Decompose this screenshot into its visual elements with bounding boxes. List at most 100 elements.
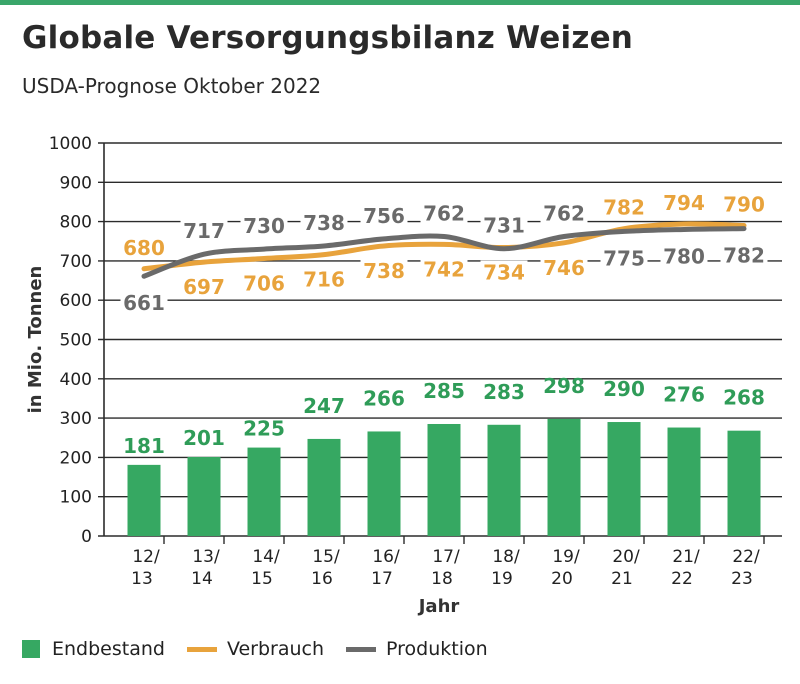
x-tick-label: 13	[131, 569, 153, 589]
verbrauch-value-label: 734	[483, 261, 525, 285]
legend-label-verbrauch: Verbrauch	[226, 638, 325, 660]
produktion-value-label: 782	[723, 244, 765, 268]
verbrauch-value-label-bg	[420, 257, 468, 282]
x-tick-label: 22/	[732, 547, 760, 567]
x-tick-label: 20/	[612, 547, 640, 567]
produktion-value-label: 775	[603, 246, 645, 270]
y-tick-label: 700	[60, 252, 92, 272]
x-tick-label: 23	[731, 569, 753, 589]
produktion-value-label: 762	[543, 202, 585, 226]
x-tick-label: 21	[611, 569, 633, 589]
bar-endbestand	[727, 430, 761, 536]
produktion-value-label: 731	[483, 214, 525, 238]
x-tick-label: 15/	[312, 547, 340, 567]
produktion-value-label-bg	[600, 246, 648, 271]
verbrauch-value-label-bg	[180, 275, 228, 300]
bar-value-label: 285	[423, 379, 465, 403]
verbrauch-value-label: 746	[543, 256, 585, 280]
legend-item-verbrauch: Verbrauch	[186, 638, 325, 660]
x-tick-label: 20	[551, 569, 573, 589]
produktion-value-label-bg	[180, 219, 228, 244]
produktion-value-label: 717	[183, 219, 225, 243]
y-tick-label: 900	[60, 173, 92, 193]
verbrauch-value-label-bg	[360, 258, 408, 283]
y-tick-label: 100	[60, 488, 92, 508]
bar-value-label: 225	[243, 417, 285, 441]
legend-swatch-produktion	[346, 646, 377, 652]
y-tick-label: 500	[60, 331, 92, 351]
bar-value-label: 201	[183, 426, 225, 450]
x-tick-label: 14	[191, 569, 213, 589]
produktion-value-label-bg	[540, 201, 588, 226]
bar-endbestand	[187, 457, 221, 536]
y-tick-label: 600	[60, 291, 92, 311]
produktion-value-label: 780	[663, 244, 705, 268]
chart-title: Globale Versorgungsbilanz Weizen	[22, 20, 634, 56]
y-tick-label: 0	[81, 527, 92, 547]
produktion-value-label-bg	[300, 210, 348, 235]
bar-endbestand	[667, 427, 701, 536]
verbrauch-value-label: 742	[423, 257, 465, 281]
verbrauch-value-label-bg	[480, 260, 528, 285]
produktion-value-label-bg	[720, 243, 768, 268]
x-axis-label: Jahr	[417, 596, 460, 617]
bar-value-label: 283	[483, 380, 525, 404]
bar-value-label: 266	[363, 386, 405, 410]
x-tick-label: 18	[431, 569, 453, 589]
x-tick-label: 12/	[132, 547, 160, 567]
chart-area: 0 100 200 300 400 500 600 700 800 900 1000 in Mio. …	[25, 134, 782, 617]
bar-endbestand	[247, 447, 281, 536]
produktion-value-label: 738	[303, 211, 345, 235]
bar-endbestand	[487, 424, 521, 536]
y-tick-label: 800	[60, 213, 92, 233]
verbrauch-value-label-bg	[720, 192, 768, 217]
bar-value-label: 276	[663, 383, 705, 407]
x-tick-label: 19/	[552, 547, 580, 567]
x-tick-label: 13/	[192, 547, 220, 567]
bar-value-label: 247	[303, 394, 345, 418]
bar-endbestand	[127, 464, 161, 536]
x-tick-label: 21/	[672, 547, 700, 567]
chart-subtitle: USDA-Prognose Oktober 2022	[22, 74, 322, 98]
verbrauch-value-label-bg	[660, 190, 708, 215]
x-tick-label: 14/	[252, 547, 280, 567]
x-tick-label: 18/	[492, 547, 520, 567]
verbrauch-value-label: 680	[123, 236, 165, 260]
legend-item-endbestand: Endbestand	[22, 638, 165, 660]
produktion-value-label: 661	[123, 291, 165, 315]
produktion-value-label: 762	[423, 202, 465, 226]
verbrauch-value-label-bg	[240, 271, 288, 296]
produktion-value-label-bg	[660, 244, 708, 269]
x-tick-label: 22	[671, 569, 693, 589]
bar-endbestand	[367, 431, 401, 536]
verbrauch-value-label: 697	[183, 275, 225, 299]
line-produktion	[141, 226, 747, 279]
legend-item-produktion: Produktion	[346, 638, 488, 660]
x-tick-label: 16	[311, 569, 333, 589]
verbrauch-value-label: 794	[663, 191, 705, 215]
bar-endbestand	[427, 423, 461, 536]
y-tick-label: 200	[60, 448, 92, 468]
bar-endbestand	[607, 422, 641, 536]
produktion-value-label-bg	[360, 203, 408, 228]
bar-endbestand	[307, 438, 341, 536]
verbrauch-value-label-bg	[600, 195, 648, 220]
bar-value-label: 290	[603, 377, 645, 401]
y-tick-label: 300	[60, 409, 92, 429]
produktion-value-label-bg	[420, 201, 468, 226]
legend: Endbestand Verbrauch Produktion	[22, 638, 510, 660]
verbrauch-value-label-bg	[540, 255, 588, 280]
line-verbrauch	[141, 221, 747, 272]
top-accent-bar	[0, 0, 800, 5]
produktion-value-label: 756	[363, 204, 405, 228]
produktion-value-label-bg	[120, 291, 168, 316]
bar-endbestand	[547, 418, 581, 536]
x-tick-label: 16/	[372, 547, 400, 567]
y-tick-label: 1000	[49, 134, 92, 154]
x-tick-label: 19	[491, 569, 513, 589]
x-tick-label: 15	[251, 569, 273, 589]
verbrauch-value-label-bg	[120, 235, 168, 260]
legend-swatch-endbestand	[22, 640, 40, 658]
verbrauch-value-label-bg	[300, 267, 348, 292]
verbrauch-value-label: 738	[363, 259, 405, 283]
